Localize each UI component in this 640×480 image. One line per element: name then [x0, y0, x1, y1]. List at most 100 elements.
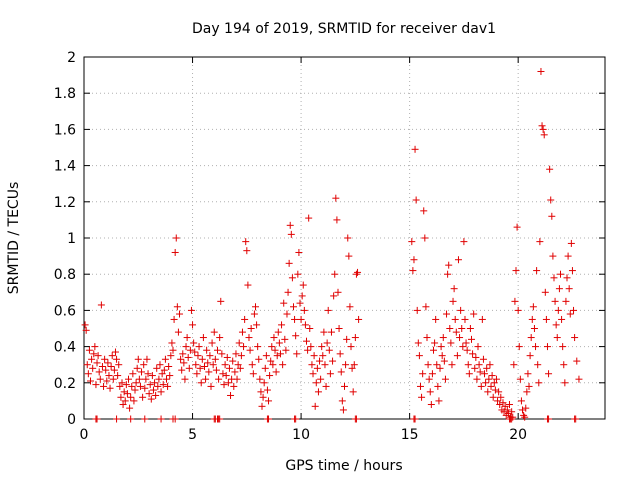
data-point — [153, 364, 161, 372]
data-point — [283, 310, 291, 318]
data-point — [155, 375, 163, 383]
data-point — [459, 343, 467, 351]
data-point — [170, 315, 178, 323]
data-point — [94, 352, 102, 360]
data-point — [89, 364, 97, 372]
data-point — [209, 361, 217, 369]
data-point — [447, 339, 455, 347]
data-point — [222, 372, 230, 380]
data-point — [431, 339, 439, 347]
data-point — [565, 285, 573, 293]
data-point — [195, 343, 203, 351]
data-point — [331, 270, 339, 278]
data-point — [483, 364, 491, 372]
data-point — [487, 382, 495, 390]
data-point — [424, 361, 432, 369]
data-point — [515, 343, 523, 351]
data-point — [481, 370, 489, 378]
data-point — [224, 379, 232, 387]
data-point — [151, 379, 159, 387]
data-point — [169, 346, 177, 354]
data-point — [548, 212, 556, 220]
y-tick-label: 1.6 — [54, 122, 76, 138]
data-point — [430, 346, 438, 354]
data-point — [243, 247, 251, 255]
data-point — [540, 131, 548, 139]
data-point — [184, 353, 192, 361]
data-point — [418, 393, 426, 401]
data-point — [116, 382, 124, 390]
data-point — [255, 355, 263, 363]
data-point — [199, 334, 207, 342]
data-point — [349, 388, 357, 396]
data-point — [216, 415, 224, 423]
data-point — [236, 364, 244, 372]
data-point — [294, 270, 302, 278]
data-point — [132, 379, 140, 387]
data-point — [185, 364, 193, 372]
data-point — [338, 397, 346, 405]
data-point — [345, 252, 353, 260]
data-point — [261, 364, 269, 372]
data-point — [564, 252, 572, 260]
data-point — [542, 315, 550, 323]
data-point — [514, 306, 522, 314]
data-point — [121, 397, 129, 405]
data-point — [324, 306, 332, 314]
data-point — [100, 382, 108, 390]
data-point — [229, 357, 237, 365]
data-point — [127, 393, 135, 401]
data-point — [90, 350, 98, 358]
data-point — [191, 348, 199, 356]
data-point — [96, 375, 104, 383]
data-point — [330, 292, 338, 300]
data-point — [88, 355, 96, 363]
data-point — [245, 334, 253, 342]
data-point — [83, 361, 91, 369]
data-point — [156, 361, 164, 369]
data-point — [533, 267, 541, 275]
data-point — [141, 415, 149, 423]
data-point — [341, 382, 348, 390]
data-point — [190, 339, 198, 347]
data-point — [292, 415, 300, 423]
data-point — [558, 315, 566, 323]
data-point — [292, 332, 300, 340]
data-point — [491, 386, 499, 394]
data-point — [237, 352, 245, 360]
data-point — [286, 221, 294, 229]
data-point — [316, 357, 324, 365]
y-tick-label: 0.2 — [54, 376, 76, 392]
data-point — [118, 379, 126, 387]
data-point — [329, 357, 337, 365]
data-point — [141, 384, 149, 392]
data-point — [244, 281, 252, 289]
data-point — [505, 401, 513, 409]
data-point — [332, 194, 340, 202]
data-point — [142, 375, 150, 383]
data-point — [260, 379, 268, 387]
data-point — [446, 325, 454, 332]
data-point — [273, 352, 281, 360]
data-point — [138, 368, 146, 376]
data-point — [448, 361, 456, 369]
data-point — [561, 379, 569, 387]
data-point — [297, 315, 305, 323]
data-point — [114, 372, 122, 380]
data-point — [415, 352, 423, 360]
data-point — [326, 370, 334, 378]
data-point — [180, 359, 188, 367]
data-point — [552, 321, 560, 329]
data-point — [441, 375, 449, 383]
data-point — [174, 328, 182, 336]
data-point — [355, 315, 363, 323]
y-tick-label: 1.4 — [54, 159, 76, 175]
data-point — [538, 122, 546, 130]
data-point — [148, 372, 156, 380]
data-point — [346, 303, 354, 311]
data-point — [427, 401, 435, 409]
data-point — [545, 415, 553, 423]
data-point — [525, 382, 533, 390]
data-point — [231, 368, 239, 376]
data-point — [485, 375, 493, 383]
